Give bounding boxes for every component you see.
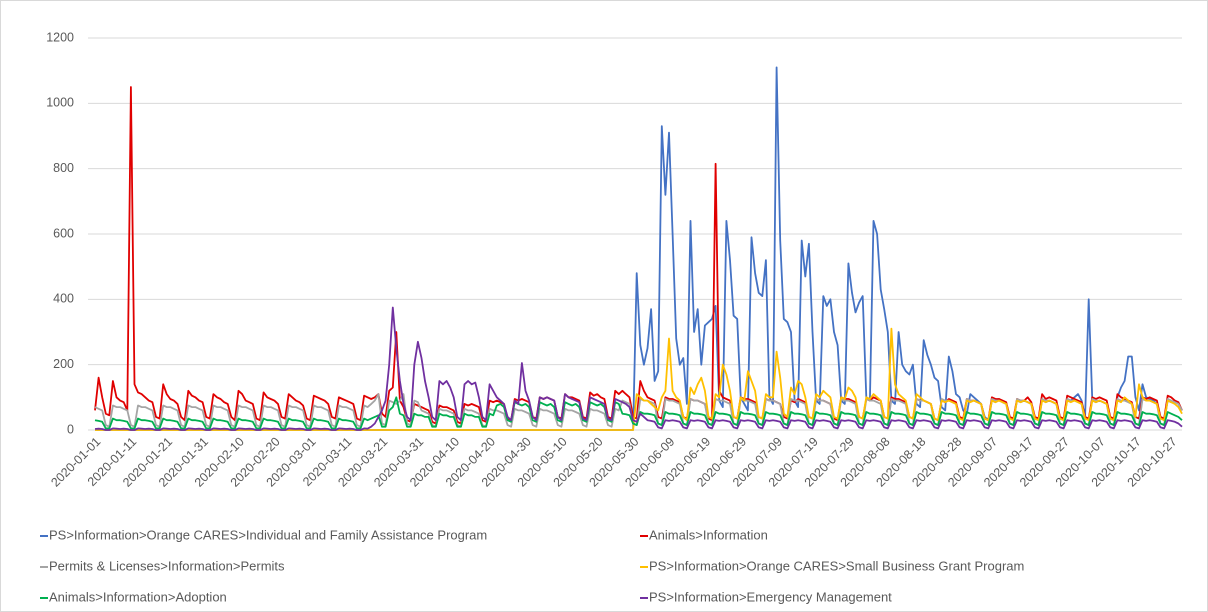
legend-label: PS>Information>Orange CARES>Individual a… [49,527,487,542]
legend-label: Permits & Licenses>Information>Permits [49,558,285,573]
series-line [94,86,1183,425]
legend-label: Animals>Information [649,527,768,542]
series-line [95,327,1183,431]
y-tick-label: 600 [53,226,74,240]
legend-label: Animals>Information>Adoption [49,589,227,604]
y-tick-label: 0 [67,422,74,436]
y-tick-label: 200 [53,357,74,371]
legend-label: PS>Information>Orange CARES>Small Busine… [649,558,1024,573]
series-line [94,306,1183,431]
legend-label: PS>Information>Emergency Management [649,589,892,604]
y-tick-label: 800 [53,161,74,175]
y-tick-label: 1000 [46,96,74,110]
y-tick-label: 1200 [46,30,74,44]
y-tick-label: 400 [53,292,74,306]
